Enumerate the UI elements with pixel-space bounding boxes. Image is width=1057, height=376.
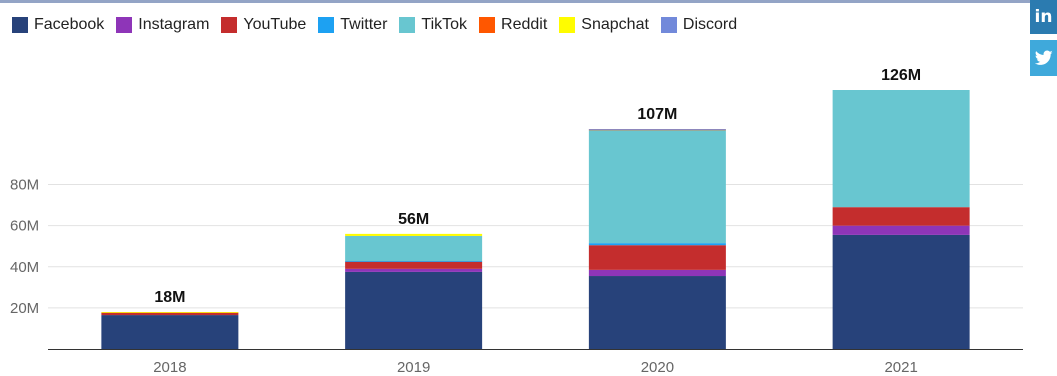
bar-segment-youtube-2018[interactable] bbox=[101, 312, 239, 316]
bar-segment-twitter-2020[interactable] bbox=[588, 243, 726, 246]
bar-segment-instagram-2021[interactable] bbox=[832, 225, 970, 235]
bar-segment-tiktok-2019[interactable] bbox=[345, 235, 483, 262]
legend-label: Instagram bbox=[138, 16, 210, 33]
x-tick-label: 2018 bbox=[153, 359, 186, 376]
twitter-icon bbox=[1034, 50, 1053, 65]
chart-legend: Facebook Instagram YouTube Twitter TikTok Red… bbox=[12, 15, 749, 35]
legend-label: Facebook bbox=[34, 16, 105, 33]
legend-label: Snapchat bbox=[581, 16, 649, 33]
legend-item-facebook[interactable]: Facebook bbox=[12, 16, 104, 34]
y-tick-label: 40M bbox=[10, 259, 39, 276]
legend-label: Reddit bbox=[501, 16, 548, 33]
legend-label: Discord bbox=[682, 16, 738, 33]
y-tick-label: 80M bbox=[10, 177, 39, 194]
y-tick-label: 60M bbox=[10, 218, 39, 235]
bar-total-label: 126M bbox=[881, 67, 921, 84]
linkedin-icon: in bbox=[1034, 7, 1053, 27]
legend-item-discord[interactable]: Discord bbox=[660, 16, 738, 34]
linkedin-share-button[interactable]: in bbox=[1030, 0, 1057, 34]
legend-item-snapchat[interactable]: Snapchat bbox=[559, 16, 649, 34]
top-rule bbox=[0, 0, 1057, 3]
x-tick-label: 2020 bbox=[641, 359, 674, 376]
bar-segment-reddit-2020[interactable] bbox=[588, 129, 726, 131]
legend-label: TikTok bbox=[421, 16, 468, 33]
bar-total-label: 18M bbox=[154, 289, 185, 306]
legend-swatch bbox=[559, 17, 576, 33]
bar-segment-youtube-2020[interactable] bbox=[588, 245, 726, 270]
bar-segment-snapchat-2018[interactable] bbox=[101, 312, 239, 313]
bar-segment-instagram-2020[interactable] bbox=[588, 269, 726, 277]
bar-segment-discord-2020[interactable] bbox=[588, 129, 726, 130]
legend-swatch bbox=[660, 17, 677, 33]
legend-swatch bbox=[399, 17, 416, 33]
legend-swatch bbox=[479, 17, 496, 33]
bar-segment-tiktok-2020[interactable] bbox=[588, 130, 726, 244]
bar-segment-snapchat-2019[interactable] bbox=[345, 233, 483, 236]
bar-segment-facebook-2021[interactable] bbox=[832, 234, 970, 349]
legend-label: Twitter bbox=[340, 16, 388, 33]
bar-total-label: 56M bbox=[398, 211, 429, 228]
bar-segment-youtube-2021[interactable] bbox=[832, 207, 970, 226]
legend-item-tiktok[interactable]: TikTok bbox=[399, 16, 467, 34]
bar-segment-facebook-2018[interactable] bbox=[101, 315, 239, 349]
legend-item-twitter[interactable]: Twitter bbox=[318, 16, 387, 34]
bar-total-label: 107M bbox=[637, 106, 677, 123]
legend-item-instagram[interactable]: Instagram bbox=[116, 16, 209, 34]
y-tick-label: 20M bbox=[10, 300, 39, 317]
legend-item-reddit[interactable]: Reddit bbox=[479, 16, 547, 34]
x-tick-label: 2019 bbox=[397, 359, 430, 376]
twitter-share-button[interactable] bbox=[1030, 40, 1057, 76]
x-tick-label: 2021 bbox=[884, 359, 917, 376]
bar-segment-youtube-2019[interactable] bbox=[345, 261, 483, 269]
legend-label: YouTube bbox=[243, 16, 307, 33]
legend-swatch bbox=[318, 17, 335, 33]
legend-item-youtube[interactable]: YouTube bbox=[221, 16, 306, 34]
bar-segment-twitter-2019[interactable] bbox=[345, 261, 483, 262]
bar-segment-facebook-2019[interactable] bbox=[345, 271, 483, 349]
bar-segment-tiktok-2021[interactable] bbox=[832, 90, 970, 208]
legend-swatch bbox=[12, 17, 28, 33]
legend-swatch bbox=[116, 17, 133, 33]
legend-swatch bbox=[221, 17, 238, 33]
share-bar: in bbox=[1030, 0, 1057, 78]
bar-segment-instagram-2019[interactable] bbox=[345, 268, 483, 272]
bar-segment-facebook-2020[interactable] bbox=[588, 276, 726, 349]
